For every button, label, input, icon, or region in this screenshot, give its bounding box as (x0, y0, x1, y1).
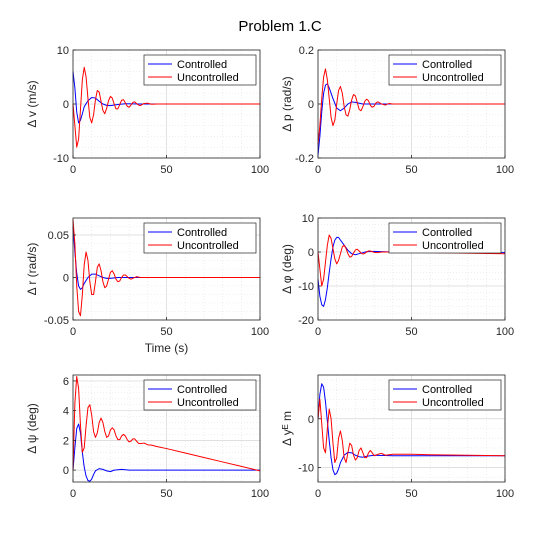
series-line-controlled (317, 236, 506, 307)
y-tick-label: 2 (63, 435, 69, 447)
y-axis-label: Δ ψ (deg) (25, 403, 39, 454)
legend-label: Uncontrolled (177, 240, 239, 252)
y-axis-label: Δ yᴱ m (280, 411, 294, 446)
x-tick-label: 50 (160, 488, 172, 500)
x-tick-label: 50 (160, 326, 172, 338)
x-tick-label: 0 (70, 164, 76, 176)
y-tick-label: -10 (53, 153, 69, 165)
y-tick-label: 4 (63, 406, 69, 418)
x-tick-label: 0 (315, 488, 321, 500)
legend-label: Uncontrolled (177, 72, 239, 84)
x-tick-label: 50 (160, 164, 172, 176)
x-tick-label: 0 (70, 326, 76, 338)
y-tick-label: 6 (63, 376, 69, 388)
series-line-uncontrolled (72, 66, 260, 148)
legend-label: Uncontrolled (422, 72, 484, 84)
legend-label: Controlled (422, 59, 472, 71)
x-tick-label: 100 (251, 488, 269, 500)
y-tick-label: -10 (298, 281, 314, 293)
series-line-controlled (317, 83, 505, 156)
y-tick-label: 10 (57, 45, 69, 57)
legend-label: Controlled (422, 384, 472, 396)
legend-label: Controlled (422, 227, 472, 239)
x-tick-label: 100 (496, 326, 514, 338)
subplot-2: 0 50 100-0.200.2Δ p (rad/s)ControlledUncon… (280, 45, 514, 176)
x-tick-label: 0 (70, 488, 76, 500)
y-tick-label: 0 (308, 99, 314, 111)
y-tick-label: -0.2 (295, 153, 314, 165)
x-axis-label: Time (s) (145, 341, 189, 355)
x-tick-label: 100 (496, 488, 514, 500)
legend-box (388, 54, 502, 86)
legend-box (143, 379, 257, 411)
legend-label: Controlled (177, 227, 227, 239)
legend-label: Controlled (177, 384, 227, 396)
y-tick-label: 0 (308, 414, 314, 426)
x-tick-label: 0 (315, 326, 321, 338)
y-tick-label: 10 (302, 213, 314, 225)
x-tick-label: 0 (315, 164, 321, 176)
y-tick-label: 0 (308, 247, 314, 259)
series-line-uncontrolled (72, 219, 260, 317)
series-line-uncontrolled (317, 68, 505, 145)
y-tick-label: -20 (298, 315, 314, 327)
series-line-controlled (72, 71, 260, 124)
series-line-uncontrolled (317, 234, 506, 287)
legend-box (388, 379, 502, 411)
legend-label: Uncontrolled (177, 397, 239, 409)
legend-box (388, 222, 502, 254)
subplot-4: 0 50 100 -20 -10 0 10 Δ φ (deg) ControlledUncont… (280, 213, 514, 338)
subplot-5: 0 50 100 0 2 4 6 Δ ψ (deg) ControlledUncontrolle… (25, 374, 269, 500)
y-axis-label: Δ p (rad/s) (280, 76, 294, 131)
legend-label: Uncontrolled (422, 397, 484, 409)
y-axis-label: Δ v (m/s) (25, 80, 39, 127)
series-line-uncontrolled (72, 375, 261, 472)
y-axis-label: Δ r (rad/s) (25, 243, 39, 296)
legend-label: Uncontrolled (422, 240, 484, 252)
legend-box (143, 222, 257, 254)
legend-label: Controlled (177, 59, 227, 71)
y-tick-label: -10 (298, 462, 314, 474)
x-tick-label: 50 (405, 164, 417, 176)
x-tick-label: 100 (251, 164, 269, 176)
legend-box (143, 54, 257, 86)
y-tick-label: 0 (63, 465, 69, 477)
x-tick-label: 100 (496, 164, 514, 176)
y-tick-label: 0 (63, 273, 69, 285)
y-axis-label: Δ φ (deg) (280, 244, 294, 294)
x-tick-label: 50 (405, 488, 417, 500)
y-tick-label: -0.05 (44, 315, 69, 327)
series-line-uncontrolled (317, 398, 506, 464)
y-tick-label: 0 (63, 99, 69, 111)
x-tick-label: 100 (251, 326, 269, 338)
series-line-controlled (317, 383, 505, 476)
y-tick-label: 0.05 (48, 230, 69, 242)
series-line-controlled (72, 423, 260, 482)
figure-title: Problem 1.C (238, 18, 322, 35)
x-tick-label: 50 (405, 326, 417, 338)
y-tick-label: 0.2 (299, 45, 314, 57)
